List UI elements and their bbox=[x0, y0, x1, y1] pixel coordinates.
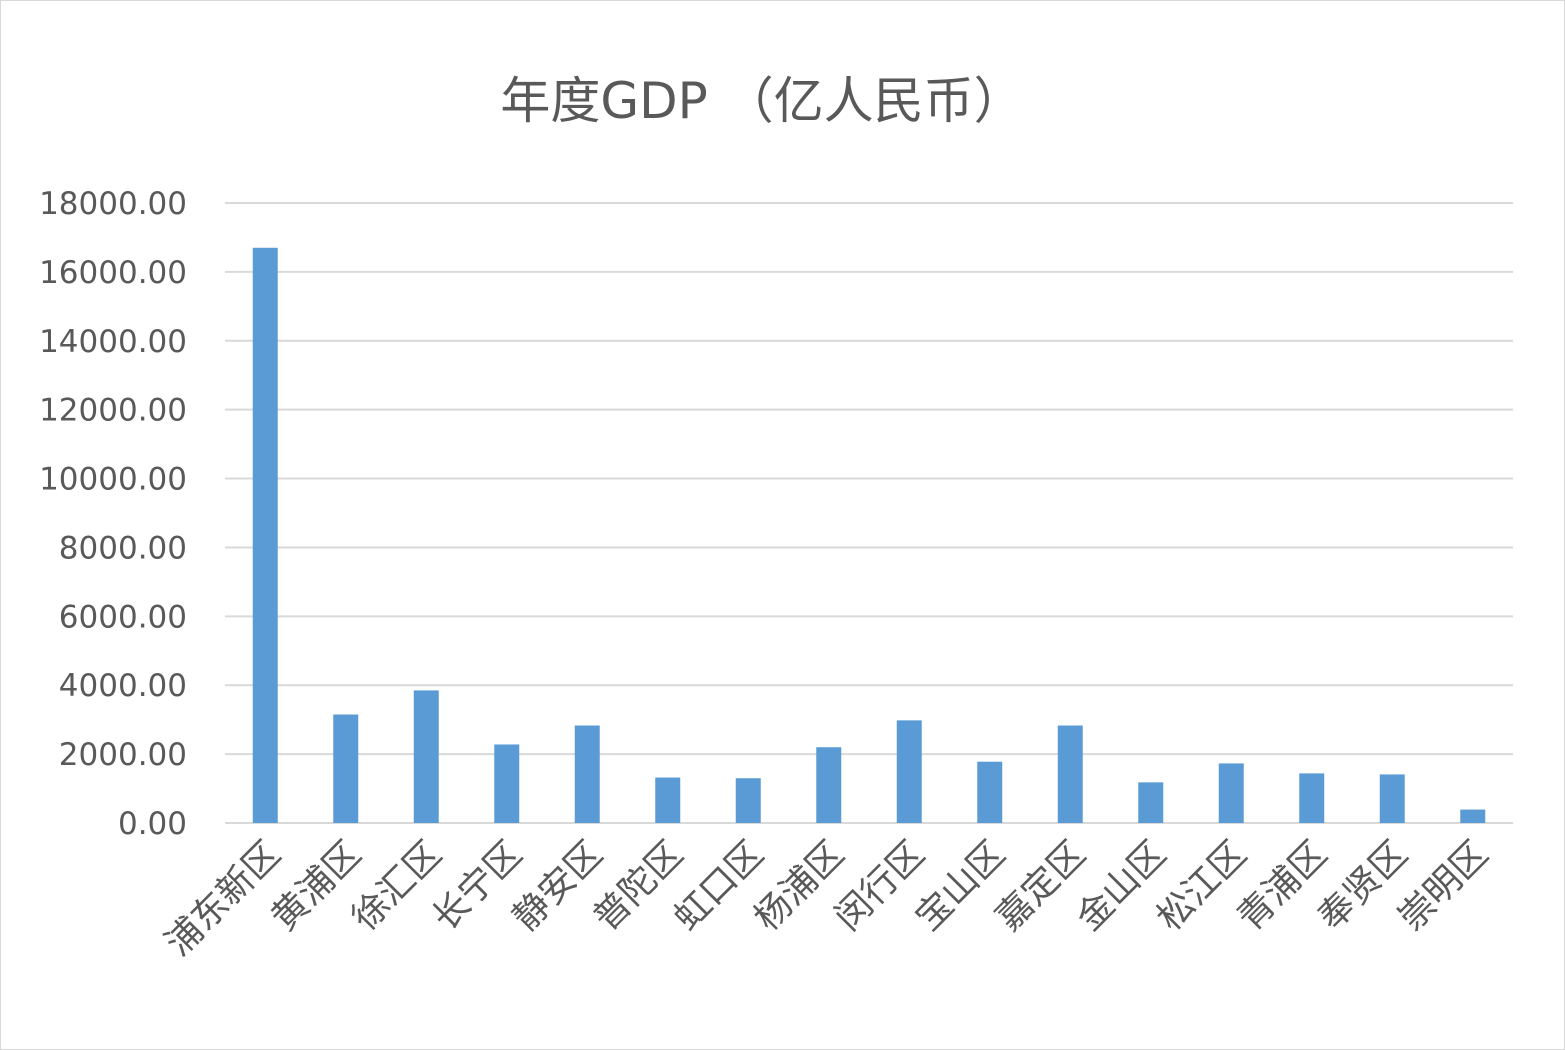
bar bbox=[1379, 774, 1405, 823]
bar bbox=[735, 778, 761, 823]
x-category-label: 金山区 bbox=[1069, 833, 1174, 938]
y-tick-label: 14000.00 bbox=[39, 324, 187, 360]
bar bbox=[252, 247, 278, 823]
x-category-label: 杨浦区 bbox=[747, 833, 852, 938]
y-axis-tick-labels: 0.00 2000.00 4000.00 6000.00 8000.00 10000.00… bbox=[39, 186, 187, 842]
y-tick-label: 0.00 bbox=[118, 806, 187, 842]
bar bbox=[977, 761, 1003, 823]
x-category-label: 静安区 bbox=[505, 833, 610, 938]
x-category-label: 宝山区 bbox=[908, 833, 1013, 938]
x-category-label: 闵行区 bbox=[827, 833, 932, 938]
y-tick-label: 6000.00 bbox=[59, 599, 187, 635]
bar bbox=[1218, 763, 1244, 823]
y-tick-label: 8000.00 bbox=[59, 530, 187, 566]
x-category-label: 嘉定区 bbox=[988, 833, 1093, 938]
x-category-label: 普陀区 bbox=[586, 833, 691, 938]
x-category-label: 崇明区 bbox=[1391, 833, 1496, 938]
y-tick-label: 18000.00 bbox=[39, 186, 187, 222]
gridlines bbox=[225, 202, 1513, 824]
bar bbox=[1460, 809, 1486, 823]
x-category-label: 徐汇区 bbox=[344, 833, 449, 938]
x-category-label: 松江区 bbox=[1149, 833, 1254, 938]
x-category-label: 青浦区 bbox=[1230, 833, 1335, 938]
y-tick-label: 12000.00 bbox=[39, 393, 187, 429]
bar bbox=[816, 747, 842, 823]
x-category-label: 浦东新区 bbox=[158, 833, 289, 964]
bar bbox=[494, 744, 520, 823]
bar bbox=[896, 720, 922, 823]
y-tick-label: 10000.00 bbox=[39, 462, 187, 498]
bar bbox=[1299, 773, 1325, 823]
x-category-label: 黄浦区 bbox=[264, 833, 369, 938]
x-category-label: 虹口区 bbox=[666, 833, 771, 938]
y-tick-label: 2000.00 bbox=[59, 737, 187, 773]
y-tick-label: 4000.00 bbox=[59, 668, 187, 704]
bars bbox=[252, 247, 1486, 823]
bar bbox=[655, 777, 681, 823]
bar bbox=[1138, 782, 1164, 823]
chart-title: 年度GDP （亿人民币） bbox=[500, 72, 1023, 130]
x-category-label: 长宁区 bbox=[425, 833, 530, 938]
bar bbox=[333, 714, 359, 823]
y-tick-label: 16000.00 bbox=[39, 255, 187, 291]
bar bbox=[1057, 725, 1083, 823]
x-axis-category-labels: 浦东新区黄浦区徐汇区长宁区静安区普陀区虹口区杨浦区闵行区宝山区嘉定区金山区松江区… bbox=[158, 833, 1496, 964]
bar bbox=[413, 690, 439, 823]
x-category-label: 奉贤区 bbox=[1310, 833, 1415, 938]
bar bbox=[574, 725, 600, 823]
